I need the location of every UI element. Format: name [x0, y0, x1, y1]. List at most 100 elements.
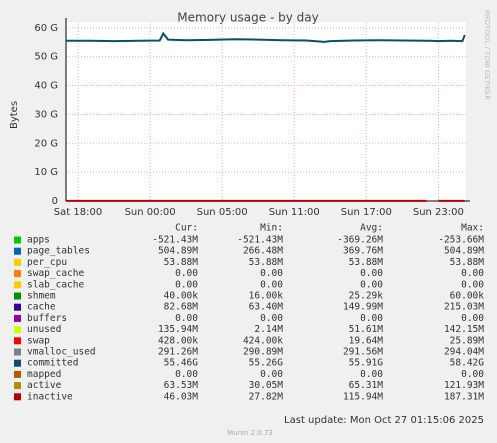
legend-name: swap: [27, 335, 50, 346]
legend-value: 55.46G: [164, 358, 199, 369]
legend-name: slab_cache: [27, 279, 84, 290]
legend-name: page_tables: [27, 246, 90, 257]
x-tick-label: Sun 23:00: [413, 207, 464, 218]
legend-value: -521.43M: [237, 235, 283, 246]
legend-value: 46.03M: [164, 391, 199, 402]
legend-header: Avg:: [360, 223, 383, 234]
legend-value: 0.00: [260, 268, 283, 279]
chart-title: Memory usage - by day: [177, 11, 318, 25]
legend-swatch: [14, 348, 21, 356]
legend-name: cache: [27, 302, 56, 313]
legend-header: Min:: [260, 223, 283, 234]
legend-value: 2.14M: [254, 324, 283, 335]
side-text: RRDTOOL / TOBI OETIKER: [483, 10, 491, 100]
x-tick-label: Sun 11:00: [269, 207, 320, 218]
legend-value: 53.88M: [249, 257, 284, 268]
legend-value: 51.61M: [349, 324, 384, 335]
y-tick-label: 20 G: [34, 138, 58, 149]
legend-value: 0.00: [260, 279, 283, 290]
legend-swatch: [14, 247, 21, 255]
x-tick-label: Sun 05:00: [197, 207, 248, 218]
legend-name: committed: [27, 358, 78, 369]
legend-header: Max:: [461, 223, 484, 234]
legend-value: 0.00: [360, 369, 383, 380]
legend-value: 53.88M: [349, 257, 384, 268]
x-tick-label: Sun 00:00: [125, 207, 176, 218]
legend-swatch: [14, 370, 21, 378]
legend-value: 0.00: [461, 279, 484, 290]
legend-value: 290.89M: [243, 347, 283, 358]
legend-header: Cur:: [175, 223, 198, 234]
legend-swatch: [14, 393, 21, 401]
legend-value: -369.26M: [337, 235, 383, 246]
legend-value: -521.43M: [152, 235, 198, 246]
legend-name: apps: [27, 235, 50, 246]
legend-value: 504.89M: [444, 246, 484, 257]
legend-value: 55.26G: [249, 358, 284, 369]
last-update: Last update: Mon Oct 27 01:15:06 2025: [284, 415, 484, 426]
series-line: [66, 31, 466, 43]
legend-value: 0.00: [360, 313, 383, 324]
legend-value: 266.48M: [243, 246, 283, 257]
legend-value: 55.91G: [349, 358, 384, 369]
legend-swatch: [14, 236, 21, 244]
legend-value: 121.93M: [444, 380, 484, 391]
legend-value: 16.00k: [249, 291, 284, 302]
legend-swatch: [14, 326, 21, 334]
legend-swatch: [14, 382, 21, 390]
legend-name: unused: [27, 324, 61, 335]
legend-name: mapped: [27, 369, 61, 380]
legend-value: 0.00: [175, 279, 198, 290]
legend-name: per_cpu: [27, 257, 67, 268]
legend-value: 428.00k: [158, 335, 198, 346]
legend-value: 0.00: [175, 268, 198, 279]
legend-value: 27.82M: [249, 391, 284, 402]
legend-name: shmem: [27, 291, 56, 302]
legend-value: 424.00k: [243, 335, 283, 346]
legend-value: 0.00: [461, 313, 484, 324]
legend-value: 30.05M: [249, 380, 284, 391]
legend-value: 0.00: [260, 313, 283, 324]
y-tick-label: 50 G: [34, 52, 58, 63]
legend-value: 82.68M: [164, 302, 199, 313]
legend-swatch: [14, 314, 21, 322]
legend-name: swap_cache: [27, 268, 84, 279]
legend-value: 0.00: [360, 268, 383, 279]
y-tick-label: 10 G: [34, 167, 58, 178]
legend-value: 60.00k: [450, 291, 485, 302]
y-axis-label: Bytes: [9, 101, 20, 129]
y-tick-label: 40 G: [34, 81, 58, 92]
legend-value: 53.88M: [164, 257, 199, 268]
footer: Munin 2.0.73: [227, 429, 273, 437]
y-tick-label: 30 G: [34, 109, 58, 120]
legend-value: 0.00: [360, 279, 383, 290]
legend-value: 187.31M: [444, 391, 484, 402]
legend-name: active: [27, 380, 62, 391]
y-tick-label: 60 G: [34, 23, 58, 34]
legend-value: -253.66M: [438, 235, 484, 246]
legend-value: 53.88M: [450, 257, 485, 268]
legend-value: 369.76M: [343, 246, 383, 257]
y-tick-label: 0: [52, 196, 58, 207]
legend-value: 63.40M: [249, 302, 284, 313]
legend-value: 0.00: [260, 369, 283, 380]
plot-area: [66, 22, 466, 202]
legend-swatch: [14, 359, 21, 367]
legend-value: 215.03M: [444, 302, 484, 313]
legend-value: 135.94M: [158, 324, 198, 335]
legend-value: 0.00: [461, 369, 484, 380]
legend-value: 294.04M: [444, 347, 484, 358]
legend-name: inactive: [27, 391, 73, 402]
legend-swatch: [14, 337, 21, 345]
legend-name: vmalloc_used: [27, 347, 96, 358]
legend-value: 0.00: [175, 369, 198, 380]
legend-value: 0.00: [175, 313, 198, 324]
legend-value: 0.00: [461, 268, 484, 279]
legend-name: buffers: [27, 313, 67, 324]
legend-value: 40.00k: [164, 291, 199, 302]
legend-value: 291.56M: [343, 347, 383, 358]
legend-swatch: [14, 281, 21, 289]
legend-value: 149.99M: [343, 302, 383, 313]
legend-value: 19.64M: [349, 335, 384, 346]
legend-swatch: [14, 258, 21, 266]
